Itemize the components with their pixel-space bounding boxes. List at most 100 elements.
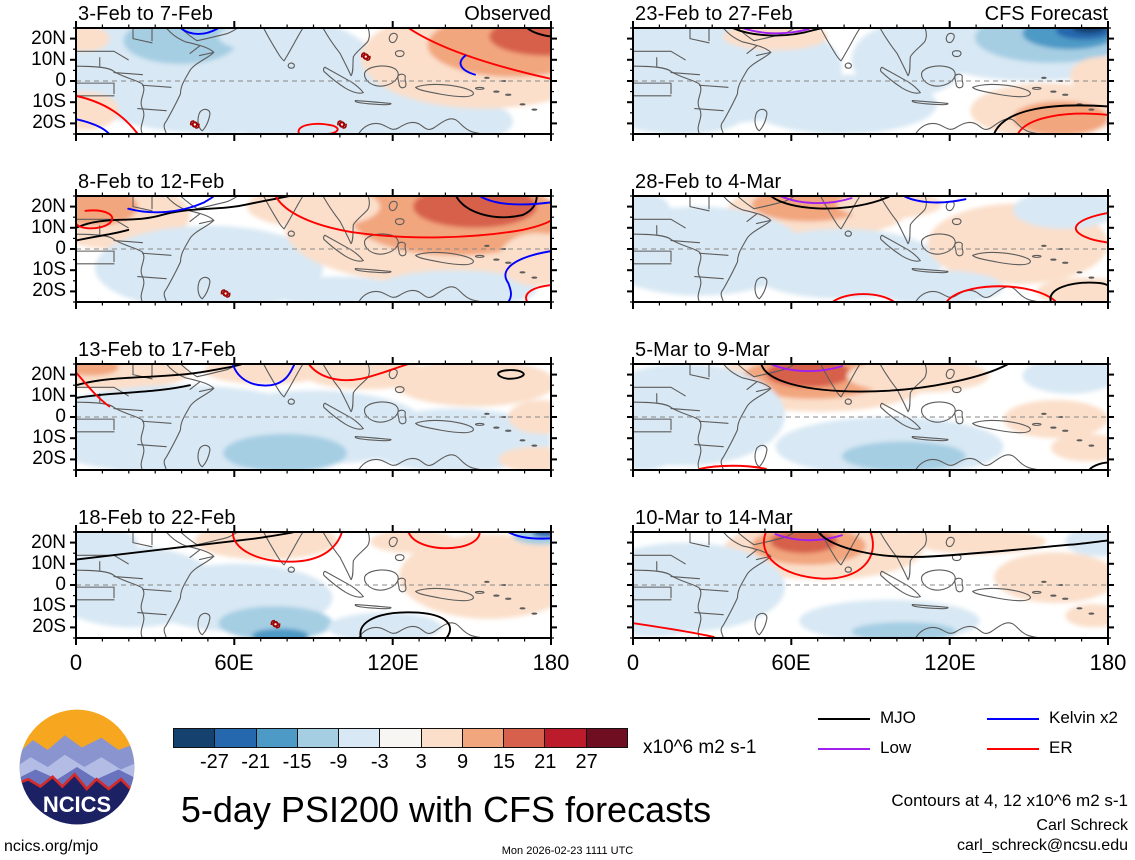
- er-contour: [76, 210, 112, 228]
- ytick-20S: 20S: [32, 112, 66, 133]
- colorbar-cell-8: [503, 729, 545, 747]
- mjo-contour: [498, 370, 524, 379]
- legend-line-er: [987, 748, 1039, 750]
- mjo-contour: [771, 196, 890, 209]
- ytick-20S: 20S: [32, 280, 66, 301]
- ytick-20N: 20N: [31, 364, 66, 385]
- axis-ticks: [70, 525, 557, 645]
- colorbar-label-15: 15: [492, 751, 516, 773]
- legend-label-mjo: MJO: [880, 708, 916, 727]
- low-contour: [780, 196, 851, 203]
- panel-7: [621, 523, 1120, 647]
- logo-text: NCICS: [43, 792, 111, 817]
- ytick-20N: 20N: [31, 196, 66, 217]
- ytick-0: 0: [55, 238, 66, 259]
- panel-5: [621, 187, 1120, 311]
- axis-ticks: [70, 21, 557, 141]
- timestamp: Mon 2026-02-23 1111 UTC: [501, 845, 634, 857]
- panel-1: [64, 187, 563, 311]
- anomaly-shading: [76, 364, 551, 470]
- ytick-10N: 10N: [31, 49, 66, 70]
- xtick-col1-180: 180: [1089, 650, 1127, 675]
- colorbar-cell-10: [585, 729, 627, 747]
- colorbar-units: x10^6 m2 s-1: [643, 737, 757, 758]
- mjo-contour: [76, 364, 242, 385]
- low-contour: [742, 28, 809, 33]
- axis-ticks: [627, 525, 1114, 645]
- map-panel-5: [627, 189, 1115, 309]
- cyclone-icon: [270, 619, 281, 629]
- mjo-contour: [818, 532, 1108, 557]
- legend-line-low: [818, 748, 870, 750]
- colorbar-label--9: -9: [329, 751, 348, 773]
- wave-contours: [76, 196, 551, 302]
- mjo-contour: [761, 364, 1008, 392]
- wave-contours: [771, 196, 1115, 302]
- anomaly-shading: [76, 532, 551, 638]
- legend-label-low: Low: [880, 738, 912, 757]
- ytick-10N: 10N: [31, 553, 66, 574]
- xtick-col0-120E: 120E: [367, 650, 419, 675]
- anomaly-shading: [633, 532, 1108, 638]
- legend-line-kelvin: [987, 718, 1039, 720]
- ytick-20S: 20S: [32, 448, 66, 469]
- mjo-contour: [527, 28, 551, 36]
- ytick-10N: 10N: [31, 385, 66, 406]
- colorbar-cell-1: [214, 729, 256, 747]
- er-contour: [1076, 213, 1108, 243]
- anomaly-shading: [76, 28, 551, 134]
- map-panel-0: [70, 21, 557, 141]
- cyclone-icon: [220, 289, 231, 298]
- axis-ticks: [70, 189, 557, 309]
- er-contour: [309, 364, 409, 380]
- mjo-contour: [994, 105, 1108, 134]
- map-panel-1: [70, 189, 557, 309]
- er-contour: [526, 285, 551, 302]
- ytick-20S: 20S: [32, 616, 66, 637]
- colorbar-label--3: -3: [370, 751, 389, 773]
- panel-title-6: 5-Mar to 9-Mar: [635, 339, 771, 361]
- column-label-1: CFS Forecast: [984, 3, 1108, 25]
- panel-6: [621, 355, 1120, 479]
- er-contour: [76, 96, 138, 134]
- ytick-10S: 10S: [32, 595, 66, 616]
- colorbar-label--15: -15: [282, 751, 312, 773]
- kelvin-contour: [128, 196, 214, 212]
- panel-2: [64, 355, 563, 479]
- site-link[interactable]: ncics.org/mjo: [4, 838, 99, 855]
- mjo-contour: [1050, 283, 1114, 302]
- wave-contours: [76, 28, 551, 134]
- contours-note: Contours at 4, 12 x10^6 m2 s-1: [891, 791, 1128, 810]
- mjo-contour: [1089, 463, 1108, 470]
- wave-contours: [76, 364, 524, 406]
- mjo-contour: [76, 532, 295, 560]
- colorbar-label-3: 3: [415, 751, 427, 773]
- mjo-contour: [76, 196, 290, 228]
- panel-0: [64, 19, 563, 143]
- map-panel-2: [70, 357, 557, 477]
- er-contour: [633, 623, 714, 637]
- panel-title-7: 10-Mar to 14-Mar: [635, 507, 793, 529]
- er-contour: [947, 286, 1056, 302]
- axis-ticks: [627, 189, 1114, 309]
- cyclone-icon: [189, 120, 200, 129]
- author-email[interactable]: carl_schreck@ncsu.edu: [957, 837, 1128, 854]
- kelvin-contour: [904, 196, 966, 202]
- ncics-logo: NCICS: [19, 709, 135, 825]
- xtick-col1-60E: 60E: [771, 650, 811, 675]
- kelvin-contour: [181, 28, 219, 34]
- colorbar-cell-4: [338, 729, 380, 747]
- er-contour: [276, 196, 552, 237]
- axis-ticks: [627, 21, 1114, 141]
- ytick-10N: 10N: [31, 217, 66, 238]
- cyclone-icon: [337, 120, 347, 129]
- anomaly-shading: [633, 196, 1108, 302]
- er-contour: [700, 466, 767, 469]
- kelvin-contour: [233, 364, 295, 386]
- colorbar-cell-6: [420, 729, 462, 747]
- low-contour: [771, 364, 842, 371]
- author-credit: Carl Schreck: [1036, 817, 1128, 834]
- panel-4: [621, 19, 1120, 143]
- axis-ticks: [627, 357, 1114, 477]
